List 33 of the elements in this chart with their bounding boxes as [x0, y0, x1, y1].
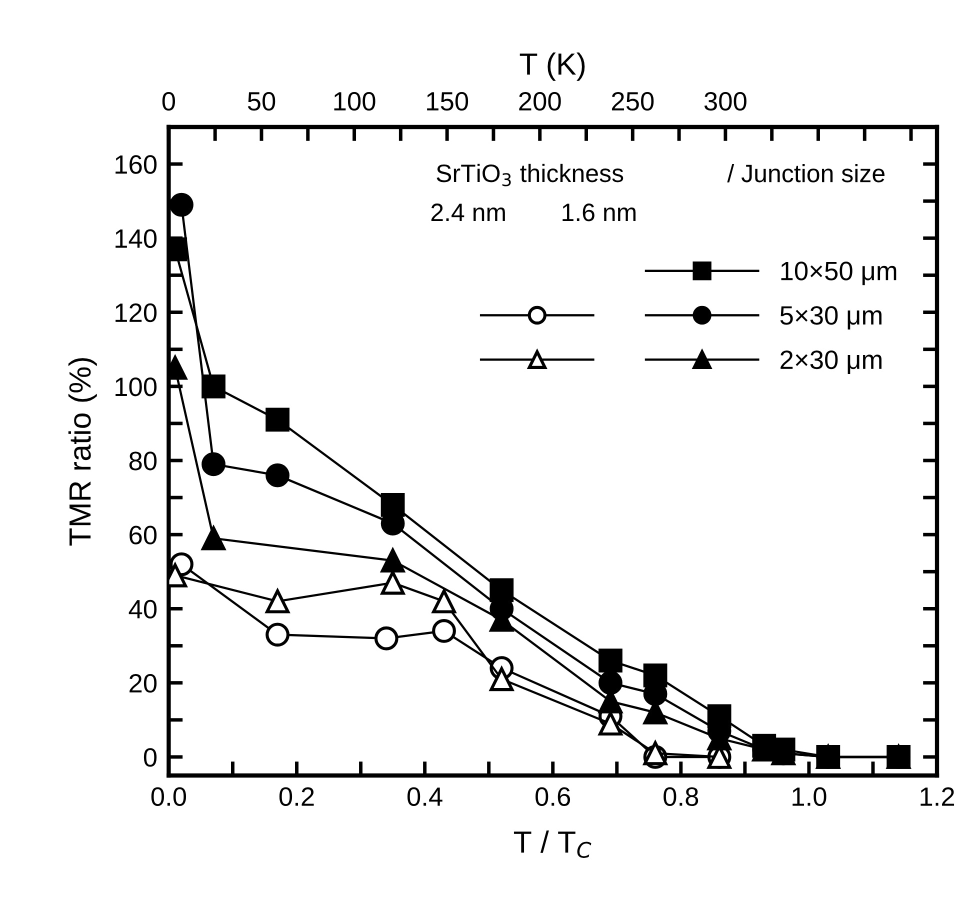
y-tick-label: 60 — [130, 526, 157, 544]
x2-tick-label: 300 — [704, 92, 746, 111]
x-tick-label: 0.2 — [279, 787, 314, 806]
annotation: 1.6 nm — [562, 204, 636, 222]
y-axis-title: TMR ratio (%) — [68, 358, 97, 546]
x2-tick-label: 100 — [334, 92, 376, 111]
y-tick-label: 20 — [130, 674, 157, 693]
x-tick-label: 0.6 — [536, 787, 570, 806]
y-tick-label: 120 — [116, 303, 157, 322]
x2-tick-label: 150 — [427, 92, 468, 111]
x-tick-label: 1.2 — [920, 787, 954, 806]
legend-label: 2×30 μm — [780, 350, 882, 374]
x-tick-label: 0.8 — [664, 787, 698, 806]
annotation: / Junction size — [727, 164, 884, 182]
legend-label: 5×30 μm — [780, 306, 882, 330]
legend-label: 10×50 μm — [781, 262, 896, 286]
y-tick-label: 100 — [116, 378, 157, 396]
annotation: 2.4 nm — [431, 204, 505, 221]
y-tick-label: 140 — [116, 229, 157, 248]
y-tick-label: 160 — [116, 155, 157, 174]
x-tick-label: 0.0 — [151, 787, 186, 806]
y-tick-label: 80 — [129, 452, 157, 470]
y-tick-label: 40 — [128, 600, 157, 619]
x-tick-label: 1.0 — [792, 787, 826, 806]
legend-title: SrTiO$_{3}$ thickness — [436, 164, 624, 186]
x-tick-label: 0.4 — [407, 787, 442, 806]
x-axis-title: T / T$_{C}$ — [514, 830, 592, 858]
x2-tick-label: 250 — [612, 92, 654, 111]
y-tick-label: 0 — [144, 748, 157, 767]
x2-axis-title: T (K) — [520, 52, 585, 81]
x2-tick-label: 50 — [248, 92, 276, 111]
x2-tick-label: 0 — [162, 92, 176, 111]
x2-tick-label: 200 — [519, 92, 561, 111]
